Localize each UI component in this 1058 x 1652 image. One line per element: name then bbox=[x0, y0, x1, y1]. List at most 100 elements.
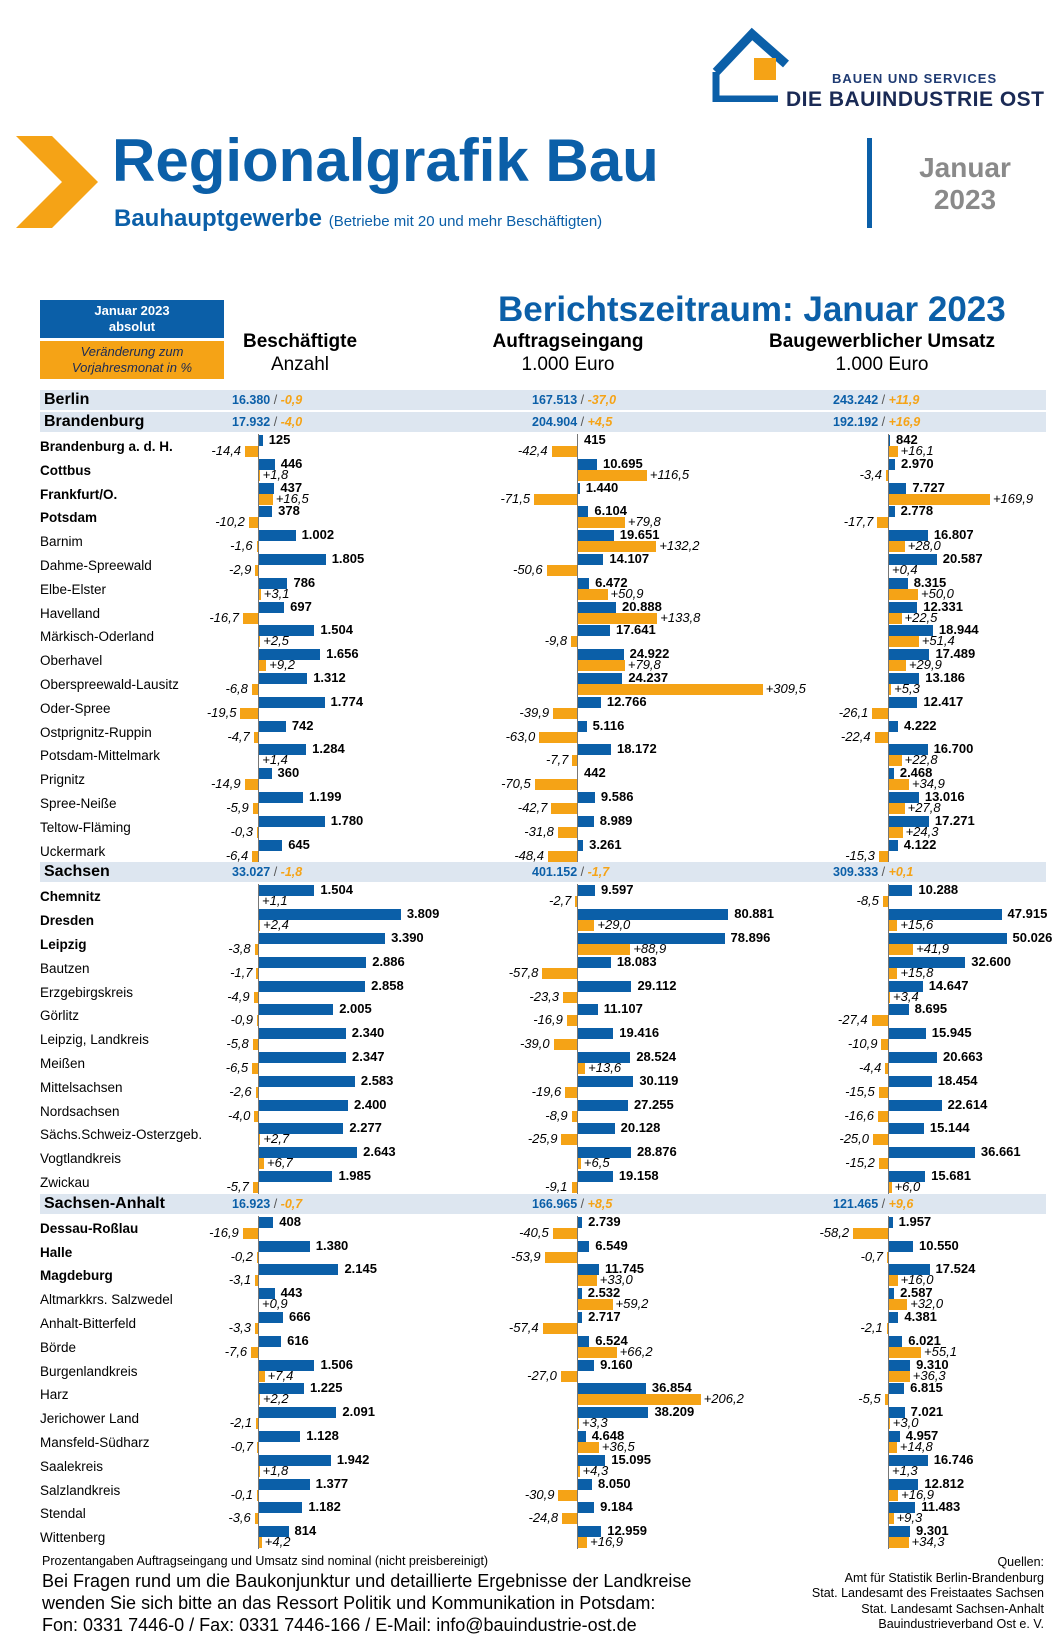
divider bbox=[867, 138, 872, 228]
value-bar bbox=[577, 696, 601, 708]
region-absolute-value: 16.923 bbox=[232, 1196, 271, 1211]
value-bar bbox=[577, 744, 611, 756]
value-label: 6.815 bbox=[910, 1380, 943, 1396]
district-name: Prignitz bbox=[40, 772, 86, 788]
value-label: 12.331 bbox=[923, 598, 963, 614]
value-bar bbox=[577, 1383, 646, 1395]
district-name: Mittelsachsen bbox=[40, 1079, 123, 1095]
value-bar bbox=[258, 1216, 274, 1228]
change-bar bbox=[257, 1015, 258, 1027]
change-bar bbox=[258, 1537, 262, 1549]
change-label: +88,9 bbox=[633, 941, 667, 956]
district-name: Burgenlandkreis bbox=[40, 1363, 138, 1379]
value-label: 8.050 bbox=[598, 1475, 631, 1491]
value-bar bbox=[888, 792, 919, 803]
change-bar bbox=[884, 1394, 888, 1406]
district-name: Nordsachsen bbox=[40, 1103, 120, 1119]
change-label: +0,9 bbox=[262, 1296, 288, 1312]
region-name: Berlin bbox=[44, 391, 90, 408]
value-bar bbox=[258, 1312, 283, 1323]
value-bar bbox=[258, 1502, 303, 1514]
region-absolute-value: 204.904 bbox=[532, 415, 578, 429]
value-bar bbox=[258, 720, 286, 732]
separator: / bbox=[270, 865, 281, 880]
change-label: -9,1 bbox=[545, 1179, 568, 1194]
change-bar bbox=[888, 755, 902, 767]
change-bar bbox=[888, 920, 898, 932]
value-label: 27.255 bbox=[633, 1096, 674, 1112]
change-bar bbox=[547, 850, 577, 862]
change-label: -30,9 bbox=[524, 1486, 555, 1502]
change-label: -6,8 bbox=[225, 681, 248, 696]
change-bar bbox=[561, 1134, 577, 1146]
region-absolute-value: 166.965 bbox=[532, 1196, 578, 1211]
change-label: +3,3 bbox=[581, 1415, 608, 1431]
sources-title: Quellen: bbox=[997, 1555, 1044, 1569]
change-bar bbox=[252, 1039, 258, 1051]
change-label: +2,7 bbox=[263, 1131, 290, 1147]
logo-name: DIE BAUINDUSTRIE OST bbox=[786, 88, 1045, 111]
value-bar bbox=[577, 1171, 613, 1182]
district-name: Elbe-Elster bbox=[40, 581, 107, 597]
value-bar bbox=[577, 885, 595, 897]
change-bar bbox=[577, 660, 625, 672]
change-bar bbox=[878, 1110, 888, 1122]
subtitle-text: Bauhauptgewerbe bbox=[114, 205, 323, 232]
value-label: 10.695 bbox=[602, 455, 643, 471]
separator: / bbox=[878, 1196, 889, 1211]
region-value: 33.027 / -1,8 bbox=[232, 865, 302, 879]
value-bar bbox=[577, 1478, 593, 1490]
district-name: Magdeburg bbox=[40, 1268, 113, 1284]
change-label: +24,3 bbox=[905, 823, 939, 839]
change-label: +16,0 bbox=[900, 1272, 934, 1288]
change-label: -4,7 bbox=[227, 728, 250, 744]
value-label: 2.583 bbox=[360, 1072, 394, 1088]
change-bar bbox=[562, 1513, 577, 1525]
value-label: 2.587 bbox=[900, 1285, 933, 1301]
value-bar bbox=[577, 1502, 595, 1514]
change-bar bbox=[577, 1063, 586, 1074]
value-bar bbox=[577, 1288, 582, 1300]
value-label: 2.347 bbox=[352, 1049, 385, 1064]
change-label: -7,7 bbox=[545, 752, 569, 768]
value-label: 7.021 bbox=[910, 1404, 944, 1420]
region-row bbox=[40, 862, 1046, 883]
value-bar bbox=[888, 1075, 932, 1087]
change-label: +1,8 bbox=[262, 1462, 289, 1478]
value-label: 1.957 bbox=[898, 1213, 932, 1229]
separator: / bbox=[878, 393, 889, 407]
change-label: -26,1 bbox=[838, 704, 869, 720]
value-label: 4.648 bbox=[591, 1428, 625, 1443]
source-item: Stat. Landesamt Sachsen-Anhalt bbox=[861, 1601, 1044, 1616]
value-bar bbox=[577, 577, 590, 589]
change-bar bbox=[577, 1299, 613, 1311]
change-bar bbox=[882, 896, 888, 908]
change-label: -57,8 bbox=[508, 964, 539, 980]
value-bar bbox=[577, 1004, 598, 1016]
value-bar bbox=[258, 839, 283, 851]
value-label: 2.970 bbox=[901, 455, 934, 471]
value-label: 6.549 bbox=[595, 1237, 628, 1253]
value-bar bbox=[888, 554, 937, 565]
value-bar bbox=[577, 1431, 586, 1442]
change-label: -6,5 bbox=[225, 1060, 249, 1075]
column-header-employees: Beschäftigte Anzahl bbox=[150, 330, 450, 376]
district-name: Potsdam-Mittelmark bbox=[40, 748, 161, 764]
value-bar bbox=[577, 1028, 614, 1040]
value-label: 415 bbox=[584, 432, 606, 447]
change-label: +79,8 bbox=[627, 657, 661, 673]
value-label: 20.128 bbox=[620, 1120, 661, 1136]
value-label: 1.312 bbox=[313, 670, 346, 685]
value-bar bbox=[258, 673, 308, 684]
change-bar bbox=[888, 991, 891, 1003]
change-label: -15,3 bbox=[845, 847, 875, 863]
axis-line bbox=[258, 884, 259, 1194]
value-label: 11.745 bbox=[604, 1261, 644, 1277]
value-label: 814 bbox=[294, 1523, 317, 1539]
value-label: 842 bbox=[895, 432, 918, 447]
change-bar bbox=[571, 1182, 577, 1193]
district-name: Börde bbox=[40, 1339, 77, 1355]
change-bar bbox=[577, 1158, 581, 1170]
value-bar bbox=[888, 482, 907, 494]
chevron-right-icon bbox=[16, 136, 98, 228]
